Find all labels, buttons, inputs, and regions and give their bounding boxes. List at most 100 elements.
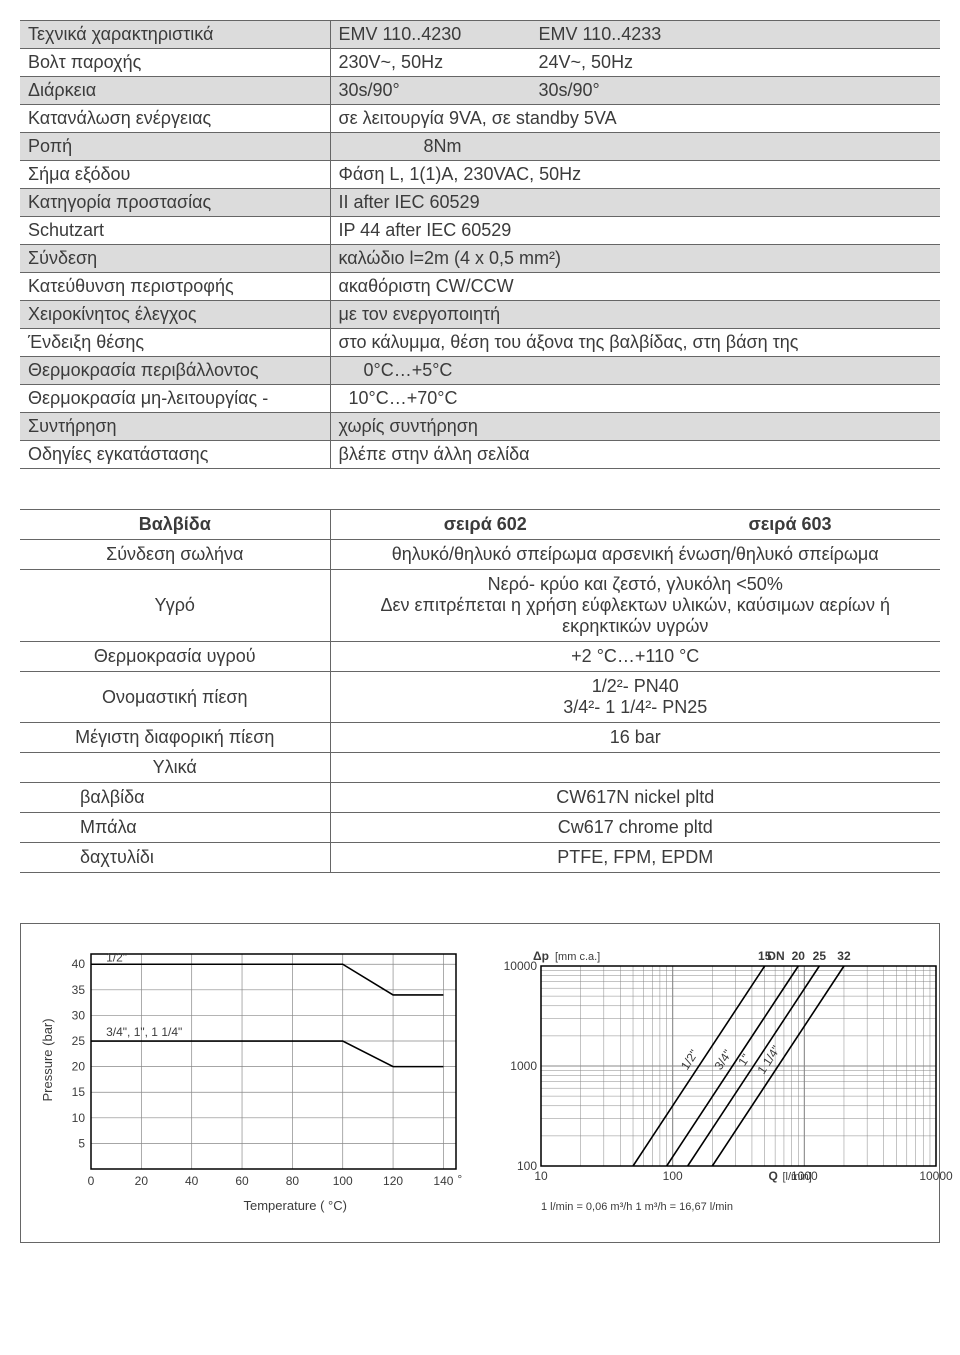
spec-value: καλώδιο l=2m (4 x 0,5 mm²) (330, 245, 940, 273)
spec-label: Χειροκίνητος έλεγχος (20, 301, 330, 329)
svg-text:100: 100 (663, 1169, 683, 1183)
svg-text:80: 80 (286, 1174, 300, 1188)
table-row: Οδηγίες εγκατάστασηςβλέπε στην άλλη σελί… (20, 441, 940, 469)
svg-text:15: 15 (758, 949, 772, 963)
spec-value: 10°C…+70°C (330, 385, 940, 413)
spec-label: Σήμα εξόδου (20, 161, 330, 189)
svg-text:100: 100 (333, 1174, 353, 1188)
spec-value: II after IEC 60529 (330, 189, 940, 217)
table-row: Σύνδεσηκαλώδιο l=2m (4 x 0,5 mm²) (20, 245, 940, 273)
svg-text:1 l/min = 0,06 m³/h: 1 l/min = 0,06 m³/h 1 m³/h = 16,67 l/min (541, 1201, 733, 1213)
svg-text:°: ° (457, 1172, 462, 1186)
svg-text:100: 100 (517, 1159, 537, 1173)
spec-value: 30s/90°30s/90° (330, 77, 940, 105)
spec-label: Συντήρηση (20, 413, 330, 441)
valve-label: βαλβίδα (20, 783, 330, 813)
svg-text:30: 30 (72, 1008, 86, 1022)
svg-text:35: 35 (72, 983, 86, 997)
table-row: Ονομαστική πίεση1/2²- PN40 3/4²- 1 1/4²-… (20, 672, 940, 723)
valve-label: Υγρό (20, 570, 330, 642)
svg-text:120: 120 (383, 1174, 403, 1188)
svg-text:20: 20 (135, 1174, 149, 1188)
spec-label: Τεχνικά χαρακτηριστικά (20, 21, 330, 49)
valve-header: σειρά 603 (640, 510, 940, 540)
valve-value: 16 bar (330, 723, 940, 753)
spec-label: Κατεύθυνση περιστροφής (20, 273, 330, 301)
valve-label: Ονομαστική πίεση (20, 672, 330, 723)
valve-value: PTFE, FPM, EPDM (330, 843, 940, 873)
valve-value: Cw617 chrome pltd (330, 813, 940, 843)
spec-value: στο κάλυμμα, θέση του άξονα της βαλβίδας… (330, 329, 940, 357)
table-row: Κατηγορία προστασίαςII after IEC 60529 (20, 189, 940, 217)
valve-label: Υλικά (20, 753, 330, 783)
valve-label: Θερμοκρασία υγρού (20, 642, 330, 672)
svg-text:1 1/4": 1 1/4" (754, 1043, 783, 1077)
svg-text:10000: 10000 (919, 1169, 953, 1183)
table-row: Σήμα εξόδουΦάση L, 1(1)A, 230VAC, 50Hz (20, 161, 940, 189)
svg-text:[l/min]: [l/min] (783, 1171, 812, 1183)
svg-text:5: 5 (78, 1136, 85, 1150)
table-row: Κατανάλωση ενέργειαςσε λειτουργία 9VA, σ… (20, 105, 940, 133)
svg-text:20: 20 (792, 949, 806, 963)
spec-label: Οδηγίες εγκατάστασης (20, 441, 330, 469)
table-row: Κατεύθυνση περιστροφήςακαθόριστη CW/CCW (20, 273, 940, 301)
spec-label: Schutzart (20, 217, 330, 245)
spec-value: IP 44 after IEC 60529 (330, 217, 940, 245)
valve-header: Βαλβίδα (20, 510, 330, 540)
svg-text:Temperature ( °C): Temperature ( °C) (244, 1198, 347, 1213)
table-row: Συντήρησηχωρίς συντήρηση (20, 413, 940, 441)
spec-label: Διάρκεια (20, 77, 330, 105)
valve-label: Σύνδεση σωλήνα (20, 540, 330, 570)
spec-value: EMV 110..4230EMV 110..4233 (330, 21, 940, 49)
valve-value: Νερό- κρύο και ζεστό, γλυκόλη <50% Δεν ε… (330, 570, 940, 642)
table-row: Βολτ παροχής230V~, 50Hz24V~, 50Hz (20, 49, 940, 77)
valve-value: CW617N nickel pltd (330, 783, 940, 813)
spec-value: 230V~, 50Hz24V~, 50Hz (330, 49, 940, 77)
table-row: Σύνδεση σωλήναθηλυκό/θηλυκό σπείρωμα αρσ… (20, 540, 940, 570)
svg-text:Q: Q (769, 1169, 778, 1183)
dp-flow-chart: 101001000100001001000100001/2"3/4"1"1 1/… (496, 944, 946, 1232)
table-row: Χειροκίνητος έλεγχοςμε τον ενεργοποιητή (20, 301, 940, 329)
spec-label: Θερμοκρασία μη-λειτουργίας - (20, 385, 330, 413)
table-row: ΜπάλαCw617 chrome pltd (20, 813, 940, 843)
spec-value: χωρίς συντήρηση (330, 413, 940, 441)
table-row: Μέγιστη διαφορική πίεση16 bar (20, 723, 940, 753)
svg-text:140: 140 (433, 1174, 453, 1188)
spec-label: Κατανάλωση ενέργειας (20, 105, 330, 133)
svg-text:25: 25 (813, 949, 827, 963)
spec-value: σε λειτουργία 9VA, σε standby 5VA (330, 105, 940, 133)
valve-value: θηλυκό/θηλυκό σπείρωμα αρσενική ένωση/θη… (330, 540, 940, 570)
spec-value: με τον ενεργοποιητή (330, 301, 940, 329)
table-row: Θερμοκρασία υγρού+2 °C…+110 °C (20, 642, 940, 672)
svg-text:15: 15 (72, 1085, 86, 1099)
table-row: Υλικά (20, 753, 940, 783)
valve-value: +2 °C…+110 °C (330, 642, 940, 672)
table-header-row: Βαλβίδασειρά 602σειρά 603 (20, 510, 940, 540)
spec-label: Σύνδεση (20, 245, 330, 273)
svg-text:40: 40 (185, 1174, 199, 1188)
pressure-temp-chart: 0204060801001201405101520253035401/2"3/4… (36, 944, 466, 1232)
svg-text:10: 10 (72, 1111, 86, 1125)
spec-value: Φάση L, 1(1)A, 230VAC, 50Hz (330, 161, 940, 189)
svg-text:3/4", 1", 1 1/4": 3/4", 1", 1 1/4" (106, 1025, 182, 1039)
valve-value: 1/2²- PN40 3/4²- 1 1/4²- PN25 (330, 672, 940, 723)
svg-text:Δp: Δp (533, 949, 549, 963)
svg-text:Pressure (bar): Pressure (bar) (40, 1018, 55, 1101)
svg-text:0: 0 (88, 1174, 95, 1188)
table-row: SchutzartIP 44 after IEC 60529 (20, 217, 940, 245)
spec-label: Ροπή (20, 133, 330, 161)
valve-label: Μπάλα (20, 813, 330, 843)
spec-table: Τεχνικά χαρακτηριστικάEMV 110..4230EMV 1… (20, 20, 940, 469)
spec-label: Θερμοκρασία περιβάλλοντος (20, 357, 330, 385)
spec-value: ακαθόριστη CW/CCW (330, 273, 940, 301)
table-row: Τεχνικά χαρακτηριστικάEMV 110..4230EMV 1… (20, 21, 940, 49)
table-row: Διάρκεια30s/90°30s/90° (20, 77, 940, 105)
valve-header: σειρά 602 (330, 510, 640, 540)
valve-label: Μέγιστη διαφορική πίεση (20, 723, 330, 753)
valve-value (330, 753, 940, 783)
svg-text:1/2": 1/2" (106, 951, 127, 965)
table-row: Θερμοκρασία περιβάλλοντος 0°C…+5°C (20, 357, 940, 385)
svg-text:40: 40 (72, 957, 86, 971)
charts-container: 0204060801001201405101520253035401/2"3/4… (20, 923, 940, 1243)
table-row: Θερμοκρασία μη-λειτουργίας - 10°C…+70°C (20, 385, 940, 413)
